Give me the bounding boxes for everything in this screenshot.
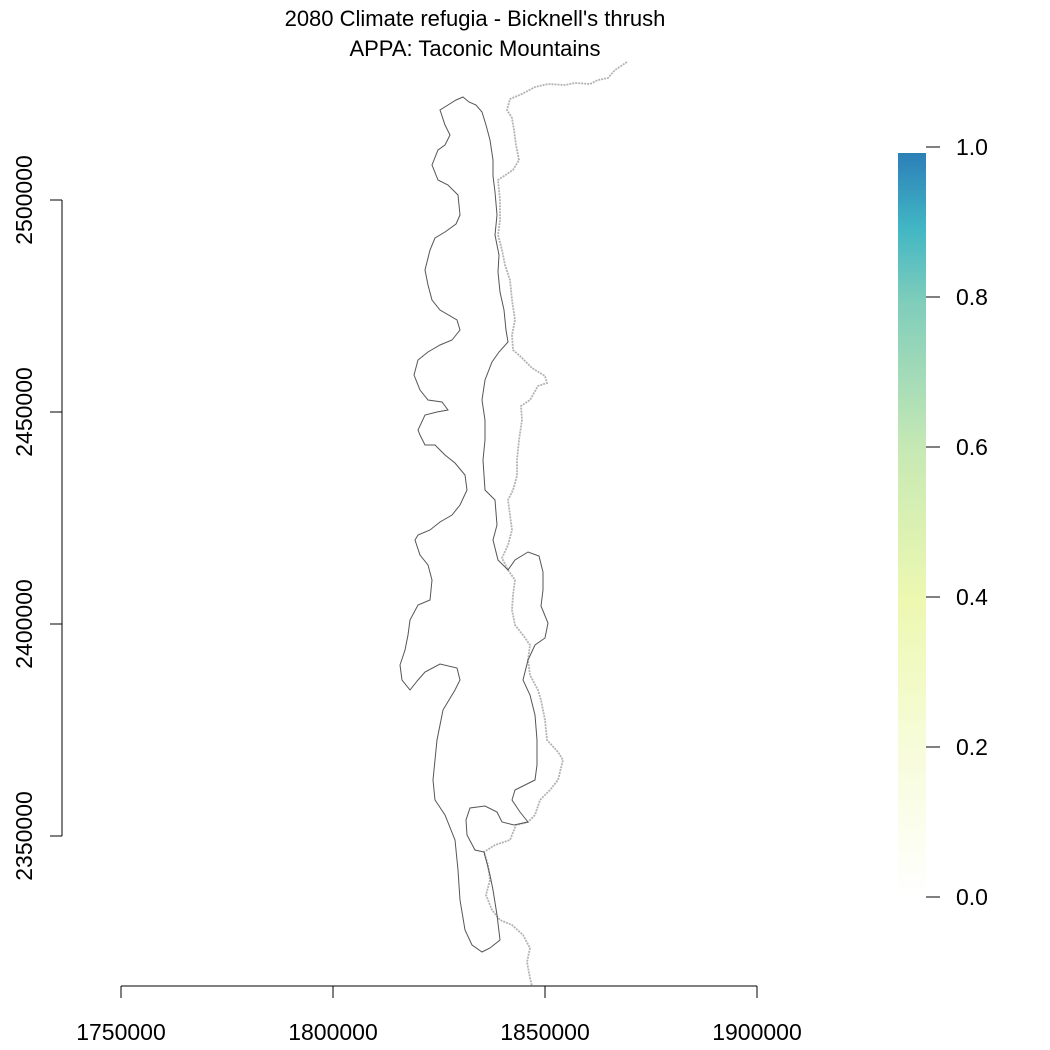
- x-tick-label: 1750000: [76, 1019, 166, 1045]
- title-line-1: 2080 Climate refugia - Bicknell's thrush: [285, 6, 666, 31]
- y-tick-label: 2450000: [11, 367, 37, 457]
- title-line-2: APPA: Taconic Mountains: [349, 36, 600, 61]
- legend-label: 0.2: [956, 734, 988, 760]
- legend-label: 0.8: [956, 284, 988, 310]
- legend-label: 1.0: [956, 134, 988, 160]
- appalachian-trail-line: [482, 61, 628, 987]
- y-tick-label: 2350000: [11, 791, 37, 881]
- legend-colorbar: [898, 153, 926, 897]
- legend-ticks: [926, 146, 940, 898]
- x-tick-label: 1800000: [288, 1019, 378, 1045]
- x-tick-label: 1850000: [500, 1019, 590, 1045]
- study-area-boundary: [399, 96, 549, 953]
- y-tick-label: 2500000: [11, 155, 37, 245]
- y-tick-label: 2400000: [11, 579, 37, 669]
- x-tick-label: 1900000: [712, 1019, 802, 1045]
- legend-label: 0.4: [956, 584, 988, 610]
- legend-label: 0.0: [956, 884, 988, 910]
- legend-label: 0.6: [956, 434, 988, 460]
